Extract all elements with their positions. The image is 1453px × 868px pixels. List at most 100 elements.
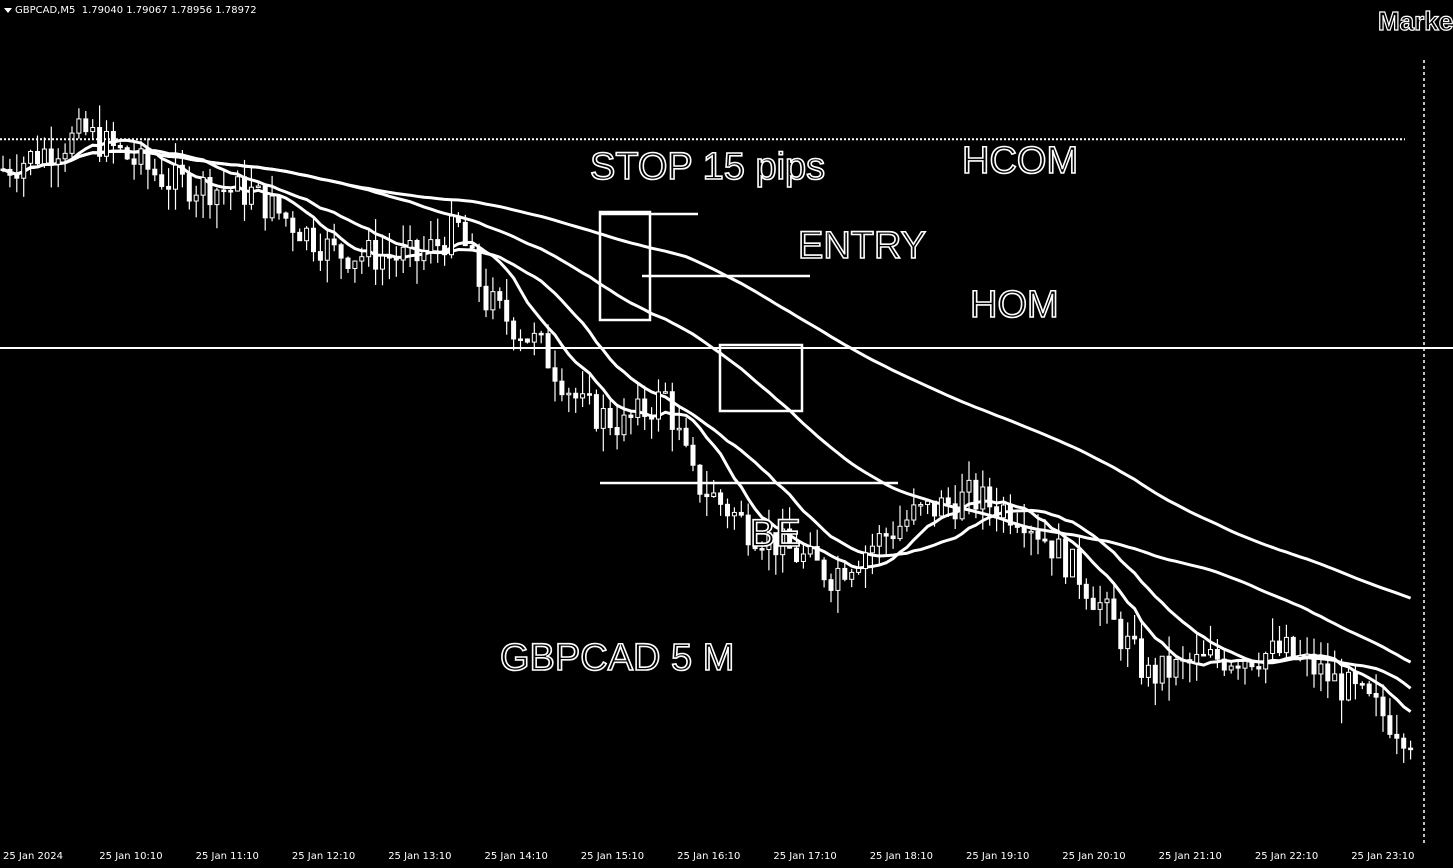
candle bbox=[731, 507, 737, 530]
annotation-boxes bbox=[598, 60, 1425, 845]
x-tick-label: 25 Jan 10:10 bbox=[99, 851, 163, 862]
candle bbox=[131, 142, 137, 180]
candle bbox=[1076, 535, 1082, 599]
candle bbox=[317, 233, 323, 271]
candle bbox=[566, 387, 572, 413]
candle bbox=[345, 256, 351, 273]
candle bbox=[297, 228, 303, 242]
candle bbox=[897, 505, 903, 542]
annotation-be: BE bbox=[749, 512, 801, 556]
x-tick-label: 25 Jan 22:10 bbox=[1254, 851, 1319, 862]
annotation-stop: STOP 15 pips bbox=[589, 145, 826, 189]
candle bbox=[28, 149, 34, 176]
candle bbox=[400, 225, 406, 274]
candle bbox=[1380, 684, 1386, 732]
candle bbox=[173, 143, 178, 210]
candle bbox=[952, 485, 958, 530]
candle bbox=[1166, 636, 1172, 701]
candle bbox=[69, 126, 75, 158]
candle bbox=[462, 214, 468, 247]
x-tick-label: 25 Jan 2024 bbox=[3, 851, 63, 862]
candle bbox=[1111, 582, 1117, 620]
candle bbox=[311, 216, 316, 262]
candle bbox=[1221, 650, 1227, 676]
candle bbox=[262, 185, 268, 231]
candle bbox=[1208, 625, 1213, 658]
candle bbox=[373, 219, 379, 285]
candle bbox=[359, 247, 365, 274]
candle bbox=[207, 168, 213, 219]
candle bbox=[1366, 680, 1372, 697]
candle bbox=[476, 243, 482, 303]
candle bbox=[48, 126, 54, 188]
candle bbox=[1180, 646, 1186, 680]
candle bbox=[331, 223, 337, 252]
candle bbox=[1070, 548, 1075, 578]
candle bbox=[214, 187, 220, 229]
levels bbox=[0, 138, 1453, 349]
candle bbox=[1263, 651, 1269, 684]
candle bbox=[780, 508, 786, 573]
candle bbox=[945, 487, 951, 517]
candle bbox=[248, 166, 254, 210]
candle bbox=[621, 398, 627, 442]
candle bbox=[842, 560, 848, 582]
candle bbox=[1346, 666, 1351, 702]
moving-averages bbox=[2, 138, 1412, 713]
candle bbox=[1049, 540, 1055, 576]
x-tick-label: 25 Jan 13:10 bbox=[388, 851, 452, 862]
candle bbox=[1394, 714, 1400, 755]
entry-zone-box[interactable] bbox=[598, 210, 652, 322]
candle bbox=[338, 242, 344, 280]
candle bbox=[1187, 652, 1193, 683]
candle bbox=[656, 379, 661, 432]
candle bbox=[1304, 637, 1310, 677]
candle bbox=[745, 503, 751, 556]
x-tick-label: 25 Jan 11:10 bbox=[195, 851, 259, 862]
candle bbox=[531, 322, 537, 356]
candle bbox=[649, 407, 655, 439]
candle bbox=[545, 324, 551, 369]
candle bbox=[97, 105, 103, 162]
candle bbox=[90, 119, 96, 140]
candle bbox=[283, 211, 289, 227]
candle bbox=[766, 509, 772, 571]
x-tick-label: 25 Jan 20:10 bbox=[1062, 851, 1126, 862]
candle bbox=[255, 182, 261, 189]
candle bbox=[593, 389, 599, 432]
candle bbox=[1104, 591, 1110, 624]
candle bbox=[1270, 618, 1276, 664]
candle bbox=[814, 529, 820, 561]
candle bbox=[607, 400, 613, 436]
candle bbox=[662, 382, 668, 395]
candle bbox=[849, 568, 855, 588]
candle bbox=[676, 406, 682, 441]
candle bbox=[145, 138, 151, 190]
candle bbox=[1159, 655, 1165, 691]
candle bbox=[1118, 611, 1124, 661]
collapse-triangle-icon[interactable] bbox=[4, 7, 12, 13]
candle bbox=[904, 510, 910, 532]
candle bbox=[41, 137, 47, 168]
candle bbox=[242, 159, 247, 221]
candle bbox=[21, 156, 27, 197]
candle bbox=[1387, 698, 1393, 739]
candle bbox=[490, 277, 496, 320]
candle bbox=[600, 394, 606, 452]
annotation-entry: ENTRY bbox=[797, 224, 927, 268]
candle bbox=[1332, 650, 1338, 682]
candle bbox=[469, 233, 475, 249]
candle bbox=[1007, 494, 1013, 535]
candle bbox=[1014, 512, 1020, 534]
candle bbox=[0, 155, 6, 173]
moving-average-100 bbox=[2, 149, 1412, 600]
candle bbox=[587, 374, 592, 405]
candle bbox=[1001, 496, 1006, 533]
candle bbox=[1325, 643, 1331, 699]
candle bbox=[869, 533, 875, 575]
consolidation-box[interactable] bbox=[718, 343, 804, 413]
candle bbox=[14, 154, 20, 193]
candle bbox=[179, 149, 185, 188]
market-watch-label[interactable]: Marke bbox=[1377, 5, 1453, 36]
